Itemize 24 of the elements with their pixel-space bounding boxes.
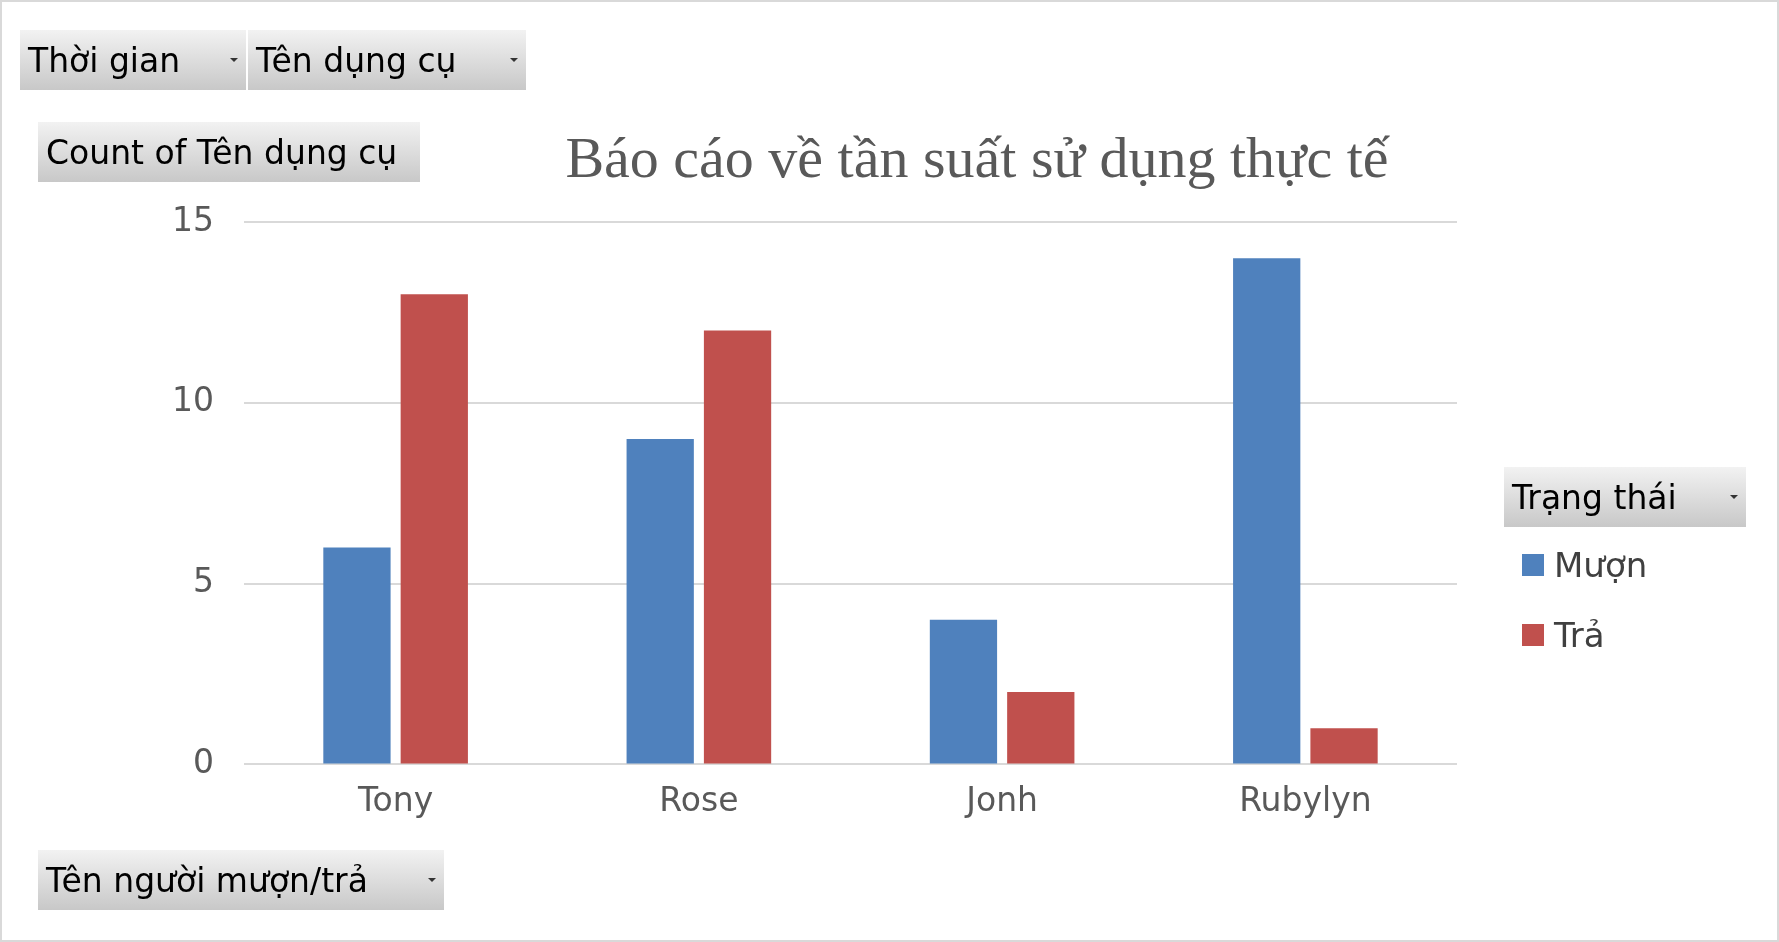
x-tick-label: Jonh (964, 779, 1038, 819)
bar (1007, 692, 1075, 764)
bar (1233, 258, 1301, 764)
x-tick-label: Rubylyn (1239, 779, 1372, 819)
bar (929, 619, 998, 764)
bar (703, 330, 772, 764)
x-tick-label: Rose (659, 779, 739, 819)
y-axis-title: Count of Tên dụng cụ (46, 132, 398, 172)
legend-label: Mượn (1554, 545, 1648, 585)
y-tick-label: 15 (171, 199, 214, 239)
legend-title: Trạng thái (1512, 477, 1677, 517)
y-tick-label: 5 (192, 561, 214, 601)
y-tick-label: 0 (192, 741, 214, 781)
bar (1310, 728, 1378, 764)
bar (400, 294, 468, 764)
x-tick-label: Tony (357, 779, 434, 819)
y-tick-label: 10 (171, 380, 214, 420)
bar (323, 547, 391, 764)
text: Thời gian (28, 40, 181, 80)
bar (626, 438, 694, 764)
text: Tên dụng cụ (256, 40, 457, 80)
chart-title: Báo cáo về tần suất sử dụng thực tế (564, 124, 1391, 191)
x-axis-title: Tên người mượn/trả (46, 860, 368, 900)
legend-label: Trả (1554, 615, 1605, 655)
